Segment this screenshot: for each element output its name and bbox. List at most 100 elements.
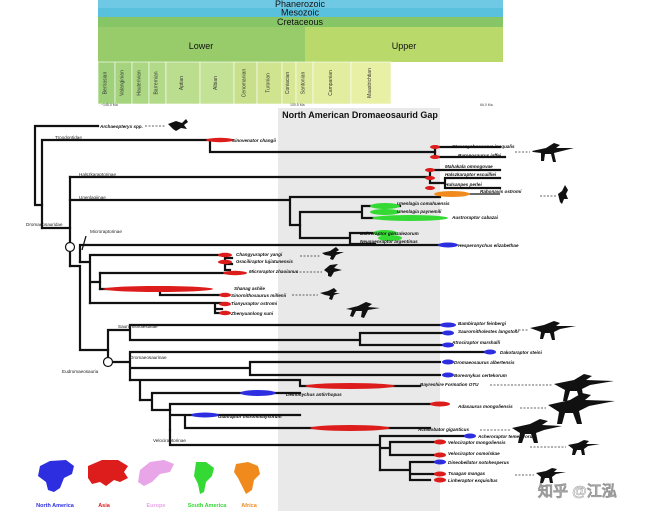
clade-labels: Troodontidae Halszkaraptorinae Unenlagii… — [26, 135, 186, 443]
range-ellipse-asia — [310, 425, 390, 431]
range-ellipse-asia — [434, 452, 446, 458]
stage-label: Campanian — [328, 70, 334, 96]
epoch-lower-band — [98, 27, 305, 62]
range-ellipse-south-america — [373, 230, 397, 236]
north-america-map-icon — [38, 460, 74, 492]
taxon-label: Microraptor zhaoianus — [249, 269, 299, 274]
taxon-label: Atrociraptor marshalli — [451, 340, 501, 345]
clade-microraptorinae: Microraptorinae — [90, 229, 122, 234]
taxon-label: Utahraptor ostrommaysorum — [218, 414, 282, 419]
stage-label: Berriasian — [103, 72, 109, 95]
archaeopteryx-silhouette — [168, 119, 188, 131]
taxon-label: Adasaurus mongoliensis — [457, 404, 513, 409]
clade-dromaeosauridae: Dromaeosauridae — [26, 222, 63, 227]
range-ellipse-north-america — [442, 372, 454, 378]
rahonavis-silhouette — [558, 185, 568, 204]
epoch-upper-label: Upper — [392, 41, 417, 51]
silhouettes — [145, 119, 615, 483]
stage-cell — [350, 61, 392, 105]
clade-dromaeosaurinae: Dromaeosaurinae — [130, 355, 167, 360]
range-ellipse-north-america — [484, 349, 496, 355]
legend: North America Asia Europe South America … — [36, 460, 260, 509]
era-band — [98, 8, 503, 17]
range-ellipse-north-america — [464, 433, 476, 439]
eudromaeosauria-node — [102, 356, 114, 368]
deinonychus-silhouette — [554, 374, 614, 401]
troodontid-silhouette — [532, 143, 574, 162]
dromaeosauridae-node — [64, 241, 76, 253]
taxon-labels: Archaeopteryx spp. Sinovenator changii Ste… — [99, 124, 543, 483]
taxon-label: Velociraptor osmolskae — [448, 451, 500, 456]
velociraptor-silhouette — [568, 440, 600, 455]
taxon-label: Bayreshire Formation OTU — [420, 382, 479, 387]
stage-cell — [256, 61, 283, 105]
stage-label: Cenomanian — [242, 69, 248, 98]
taxon-label: Mahakala omnogovae — [445, 164, 493, 169]
epoch-upper-band — [305, 27, 503, 62]
watermark: 知乎 @江泓 — [538, 482, 617, 500]
stage-cell — [199, 61, 235, 105]
period-band — [98, 17, 503, 27]
stage-label: Turonian — [266, 73, 272, 93]
taxon-label: Buitreraptor gonzalezorum — [360, 231, 419, 236]
clade-unenlagiinae: Unenlagiinae — [79, 195, 106, 200]
taxon-label: Linheraptor exquisitus — [448, 478, 498, 483]
range-ellipse-south-america — [370, 203, 400, 209]
taxon-label: Unenlagia comahuensis — [397, 201, 450, 206]
range-ellipse-asia — [219, 310, 231, 316]
taxon-label: Bambiraptor feinbergi — [458, 321, 507, 326]
zhenyuanlong-silhouette — [346, 302, 380, 318]
stage-label: Santonian — [301, 72, 307, 95]
range-ellipse-asia — [434, 471, 446, 477]
tsaagan-silhouette — [536, 468, 566, 483]
stage-label: Barremian — [154, 71, 160, 94]
africa-map-icon — [234, 462, 260, 494]
stage-label: Valanginian — [120, 70, 126, 96]
range-ellipse-south-america — [370, 209, 400, 215]
taxon-label: Tianyuraptor ostromi — [231, 301, 278, 306]
taxon-label: Dromaeosaurus albertensis — [454, 360, 515, 365]
taxon-label: Sinovenator changii — [232, 138, 277, 143]
range-ellipse-north-america — [434, 459, 446, 465]
range-ellipse-asia — [219, 292, 231, 298]
range-ellipse-asia — [218, 259, 232, 265]
achillobator-silhouette — [512, 419, 562, 443]
legend-europe: Europe — [147, 503, 166, 509]
timescale-header: Phanerozoic Mesozoic Cretaceous Lower Up… — [97, 0, 503, 107]
range-ellipse-north-america — [442, 359, 454, 365]
taxon-label: Achillobator giganticus — [417, 427, 469, 432]
eon-band — [98, 0, 503, 8]
taxon-label: Stenonychosaurus inequalis — [452, 144, 515, 149]
taxon-label: Acheroraptor temertyorum — [477, 434, 536, 439]
age-label-end: 66.0 Ma — [480, 103, 493, 107]
clade-troodontidae: Troodontidae — [55, 135, 82, 140]
range-ellipse-asia — [425, 186, 435, 190]
eon-label: Phanerozoic — [275, 0, 326, 9]
taxon-label: Unenlagia paynemili — [397, 209, 442, 214]
range-ellipse-asia — [434, 439, 446, 445]
stage-row: Berriasian Valanginian Hauterivian Barremia… — [97, 61, 392, 105]
taxon-label: Hulsanpes perlei — [445, 182, 482, 187]
taxon-label-highlighted: Dineobellator notohesperus — [448, 460, 509, 465]
range-ellipse-asia — [430, 401, 450, 407]
range-ellipse-asia — [219, 301, 231, 307]
changyuraptor-silhouette — [322, 247, 344, 260]
taxon-label: Byronosaurus jaffei — [458, 153, 502, 158]
range-ellipse-asia — [430, 155, 440, 159]
range-ellipse-south-america — [378, 235, 402, 241]
microraptor-silhouette — [324, 264, 342, 277]
clade-saurornitholestinae: Saurornitholestinae — [118, 324, 158, 329]
europe-map-icon — [138, 460, 174, 486]
taxon-label: Tsaagan mangas — [448, 471, 486, 476]
utahraptor-silhouette — [548, 393, 615, 424]
taxon-label: Austroraptor cabazai — [451, 215, 499, 220]
taxon-label: Neuquenraptor argentinus — [360, 239, 418, 244]
range-ellipse-north-america — [442, 330, 454, 336]
taxon-label: Halszkaraptor escuilliei — [445, 172, 497, 177]
asia-map-icon — [88, 460, 128, 486]
saurornitholestes-silhouette — [530, 321, 576, 340]
legend-africa: Africa — [241, 503, 258, 509]
era-label: Mesozoic — [281, 8, 320, 18]
